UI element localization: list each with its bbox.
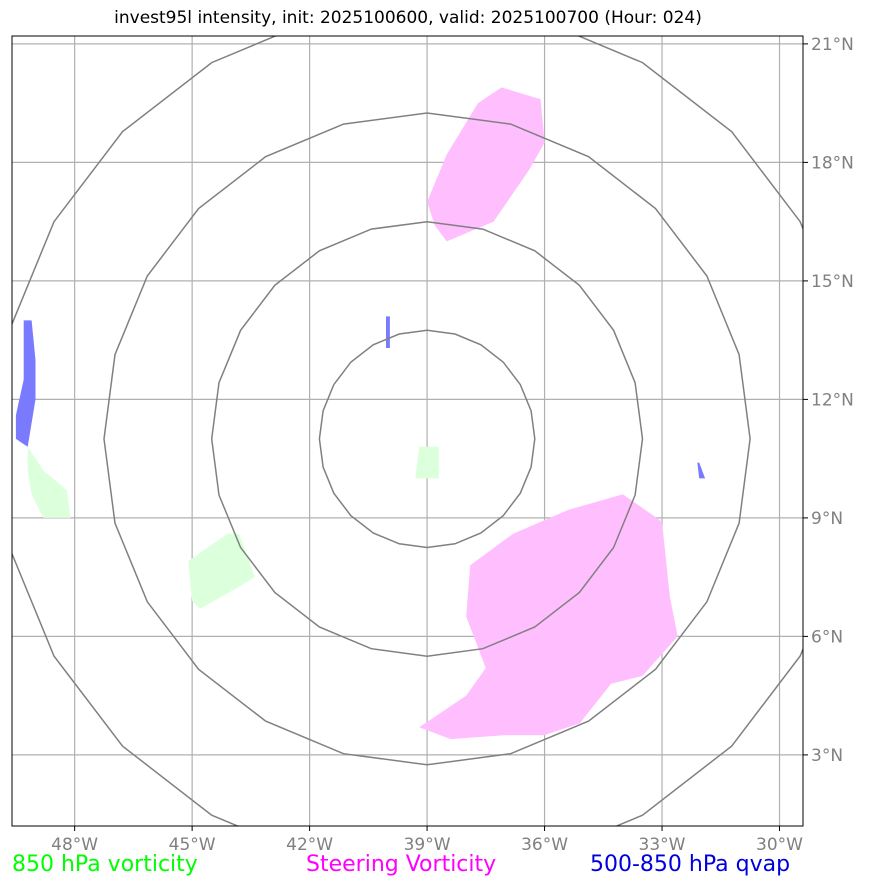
lon-tick-label: 33°W — [639, 835, 686, 855]
lat-tick-label: 3°N — [811, 746, 843, 766]
grid-lines — [12, 36, 803, 826]
qvap-region — [15, 320, 36, 447]
lon-tick-label: 48°W — [51, 835, 98, 855]
range-ring — [210, 220, 644, 657]
lat-tick-label: 9°N — [811, 509, 843, 529]
lat-tick-label: 18°N — [811, 153, 854, 173]
plot-frame — [11, 35, 804, 827]
qvap-region — [386, 316, 390, 348]
lon-tick-label: 45°W — [169, 835, 216, 855]
lat-tick-label: 21°N — [811, 35, 854, 55]
range-ring — [103, 112, 751, 766]
range-rings — [12, 36, 803, 826]
legend-qvap-label: 500-850 hPa qvap — [590, 852, 791, 877]
legend-vort850: 850 hPa vorticity — [12, 852, 198, 877]
lat-tick-label: 6°N — [811, 627, 843, 647]
lon-tick-label: 39°W — [404, 835, 451, 855]
legend-steering: Steering Vorticity — [306, 852, 496, 877]
lon-tick-label: 30°W — [756, 835, 803, 855]
vorticity-850-region — [188, 533, 255, 609]
vorticity-850-region — [27, 446, 71, 518]
qvap-region — [697, 462, 706, 479]
lat-tick-label: 15°N — [811, 272, 854, 292]
axis-ticks: 48°W 45°W 42°W 39°W 36°W 33°W 30°W 21°N 18°N 15°N… — [51, 35, 854, 855]
range-ring — [12, 36, 803, 826]
legend-steering-label: Steering Vorticity — [306, 852, 497, 877]
range-ring — [318, 329, 536, 549]
legend-vort850-label: 850 hPa vorticity — [12, 852, 198, 877]
lon-tick-label: 36°W — [521, 835, 568, 855]
legend-qvap: 500-850 hPa qvap — [590, 852, 790, 877]
vorticity-850-region — [415, 446, 439, 479]
map-title: invest95l intensity, init: 2025100600, v… — [114, 8, 702, 28]
lat-tick-label: 12°N — [811, 390, 854, 410]
lon-tick-label: 42°W — [286, 835, 333, 855]
plot-area — [12, 36, 803, 826]
